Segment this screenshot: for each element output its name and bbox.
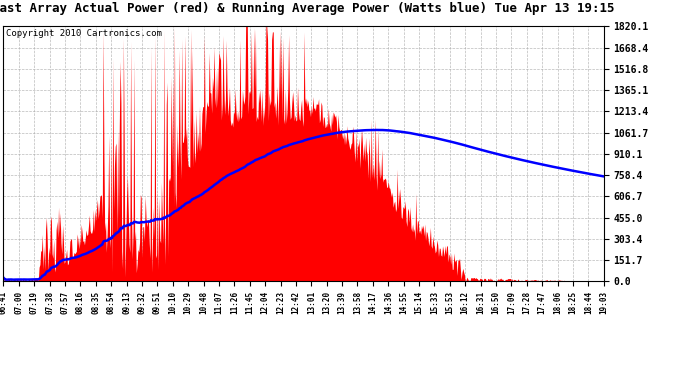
Text: East Array Actual Power (red) & Running Average Power (Watts blue) Tue Apr 13 19: East Array Actual Power (red) & Running … xyxy=(0,2,615,15)
Text: Copyright 2010 Cartronics.com: Copyright 2010 Cartronics.com xyxy=(6,29,162,38)
